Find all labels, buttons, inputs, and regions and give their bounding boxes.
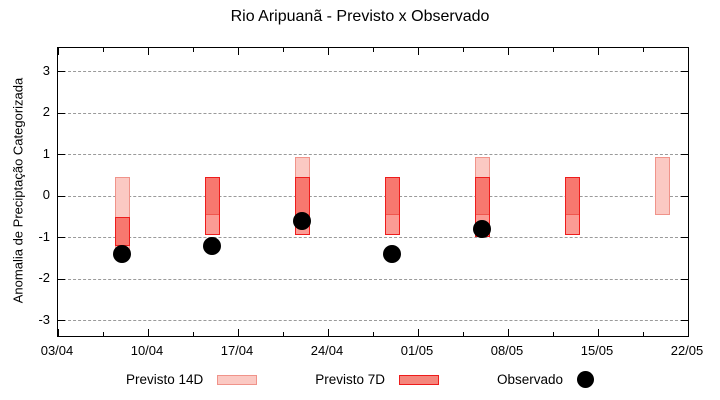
legend-label-observado: Observado	[497, 372, 564, 387]
x-tick-label: 24/04	[310, 343, 344, 358]
x-tick-mark	[687, 329, 689, 336]
y-tick-mark	[58, 320, 65, 321]
y-tick-mark	[58, 237, 65, 238]
gridline	[58, 195, 688, 197]
forecast-14d-bar	[654, 156, 670, 215]
legend-swatch-7d-icon	[399, 374, 440, 385]
forecast-7d-only-bar	[384, 214, 400, 236]
forecast-overlap-bar	[384, 177, 400, 215]
forecast-7d-outline	[384, 177, 400, 236]
y-tick-mark-right	[681, 195, 688, 197]
x-tick-label: 08/05	[490, 343, 524, 358]
forecast-7d-only-bar	[204, 214, 220, 236]
x-tick-mark-top	[687, 48, 689, 55]
x-tick-label: 01/05	[400, 343, 434, 358]
legend-observed-dot-icon	[577, 371, 595, 388]
x-tick-label: 03/04	[40, 343, 74, 358]
legend-item-observado: Observado	[497, 371, 595, 388]
forecast-7d-outline	[564, 177, 580, 236]
forecast-7d-outline	[294, 177, 310, 236]
y-tick-mark	[58, 278, 65, 280]
x-minor-tick-mark	[552, 332, 554, 336]
forecast-overlap-bar	[204, 177, 220, 215]
x-minor-tick-mark-top	[372, 48, 374, 52]
x-minor-tick-mark	[642, 332, 644, 336]
x-tick-mark	[417, 329, 419, 336]
legend-swatch-14d-icon	[217, 374, 258, 385]
x-minor-tick-mark-top	[102, 48, 104, 52]
y-tick-mark-right	[681, 154, 688, 155]
y-tick-label: 0	[42, 187, 50, 202]
x-tick-mark-top	[417, 48, 419, 55]
forecast-overlap-bar	[114, 216, 130, 246]
x-tick-mark-top	[237, 48, 239, 55]
y-tick-mark	[58, 71, 65, 72]
x-tick-mark	[507, 329, 509, 336]
x-tick-mark	[147, 329, 149, 336]
observed-dot	[383, 245, 402, 264]
legend-item-previsto-7d: Previsto 7D	[315, 372, 440, 387]
gridline	[58, 112, 688, 114]
x-tick-label: 22/05	[670, 343, 704, 358]
x-tick-mark	[327, 329, 329, 336]
x-tick-mark-top	[57, 48, 59, 55]
y-tick-mark	[58, 112, 65, 114]
x-tick-mark-top	[327, 48, 329, 55]
gridline	[58, 71, 688, 72]
y-tick-label: -2	[38, 270, 50, 285]
forecast-7d-outline	[114, 216, 130, 246]
chart-title: Rio Aripuanã - Previsto x Observado	[230, 8, 490, 25]
x-minor-tick-mark-top	[642, 48, 644, 52]
y-tick-mark	[58, 154, 65, 155]
x-minor-tick-mark	[282, 332, 284, 336]
gridline	[58, 154, 688, 155]
y-tick-label: 2	[42, 104, 50, 119]
forecast-7d-outline	[204, 177, 220, 236]
y-tick-mark-right	[681, 278, 688, 280]
x-tick-mark-top	[507, 48, 509, 55]
observed-dot	[293, 211, 312, 230]
x-tick-label: 10/04	[130, 343, 164, 358]
y-tick-mark-right	[681, 237, 688, 238]
x-minor-tick-mark	[102, 332, 104, 336]
x-tick-label: 17/04	[220, 343, 254, 358]
y-tick-label: 3	[42, 62, 50, 78]
observed-dot	[203, 236, 222, 255]
x-tick-mark-top	[147, 48, 149, 55]
observed-dot	[113, 245, 132, 264]
x-minor-tick-mark-top	[462, 48, 464, 52]
plot-area	[57, 47, 689, 337]
x-minor-tick-mark-top	[282, 48, 284, 52]
x-minor-tick-mark-top	[552, 48, 554, 52]
x-tick-mark	[597, 329, 599, 336]
legend-item-previsto-14d: Previsto 14D	[125, 372, 258, 387]
gridline	[58, 320, 688, 321]
y-tick-mark-right	[681, 71, 688, 72]
y-tick-mark	[58, 195, 65, 197]
y-tick-mark-right	[681, 112, 688, 114]
x-minor-tick-mark-top	[192, 48, 194, 52]
x-tick-label: 15/05	[580, 343, 614, 358]
y-tick-label: -1	[38, 228, 50, 244]
gridline	[58, 237, 688, 238]
legend-label-previsto-14d: Previsto 14D	[125, 372, 204, 387]
x-tick-mark	[57, 329, 59, 336]
x-minor-tick-mark	[372, 332, 374, 336]
y-tick-mark-right	[681, 320, 688, 321]
forecast-overlap-bar	[564, 177, 580, 215]
forecast-overlap-bar	[474, 177, 490, 215]
x-minor-tick-mark	[192, 332, 194, 336]
legend-label-previsto-7d: Previsto 7D	[315, 372, 386, 387]
y-tick-label: -3	[38, 311, 50, 327]
x-tick-mark	[237, 329, 239, 336]
y-tick-label: 1	[42, 145, 50, 161]
observed-dot	[473, 220, 492, 239]
gridline	[58, 278, 688, 280]
x-minor-tick-mark	[462, 332, 464, 336]
forecast-7d-only-bar	[564, 214, 580, 236]
x-tick-mark-top	[597, 48, 599, 55]
chart-legend: Previsto 14D Previsto 7D Observado	[0, 371, 720, 388]
